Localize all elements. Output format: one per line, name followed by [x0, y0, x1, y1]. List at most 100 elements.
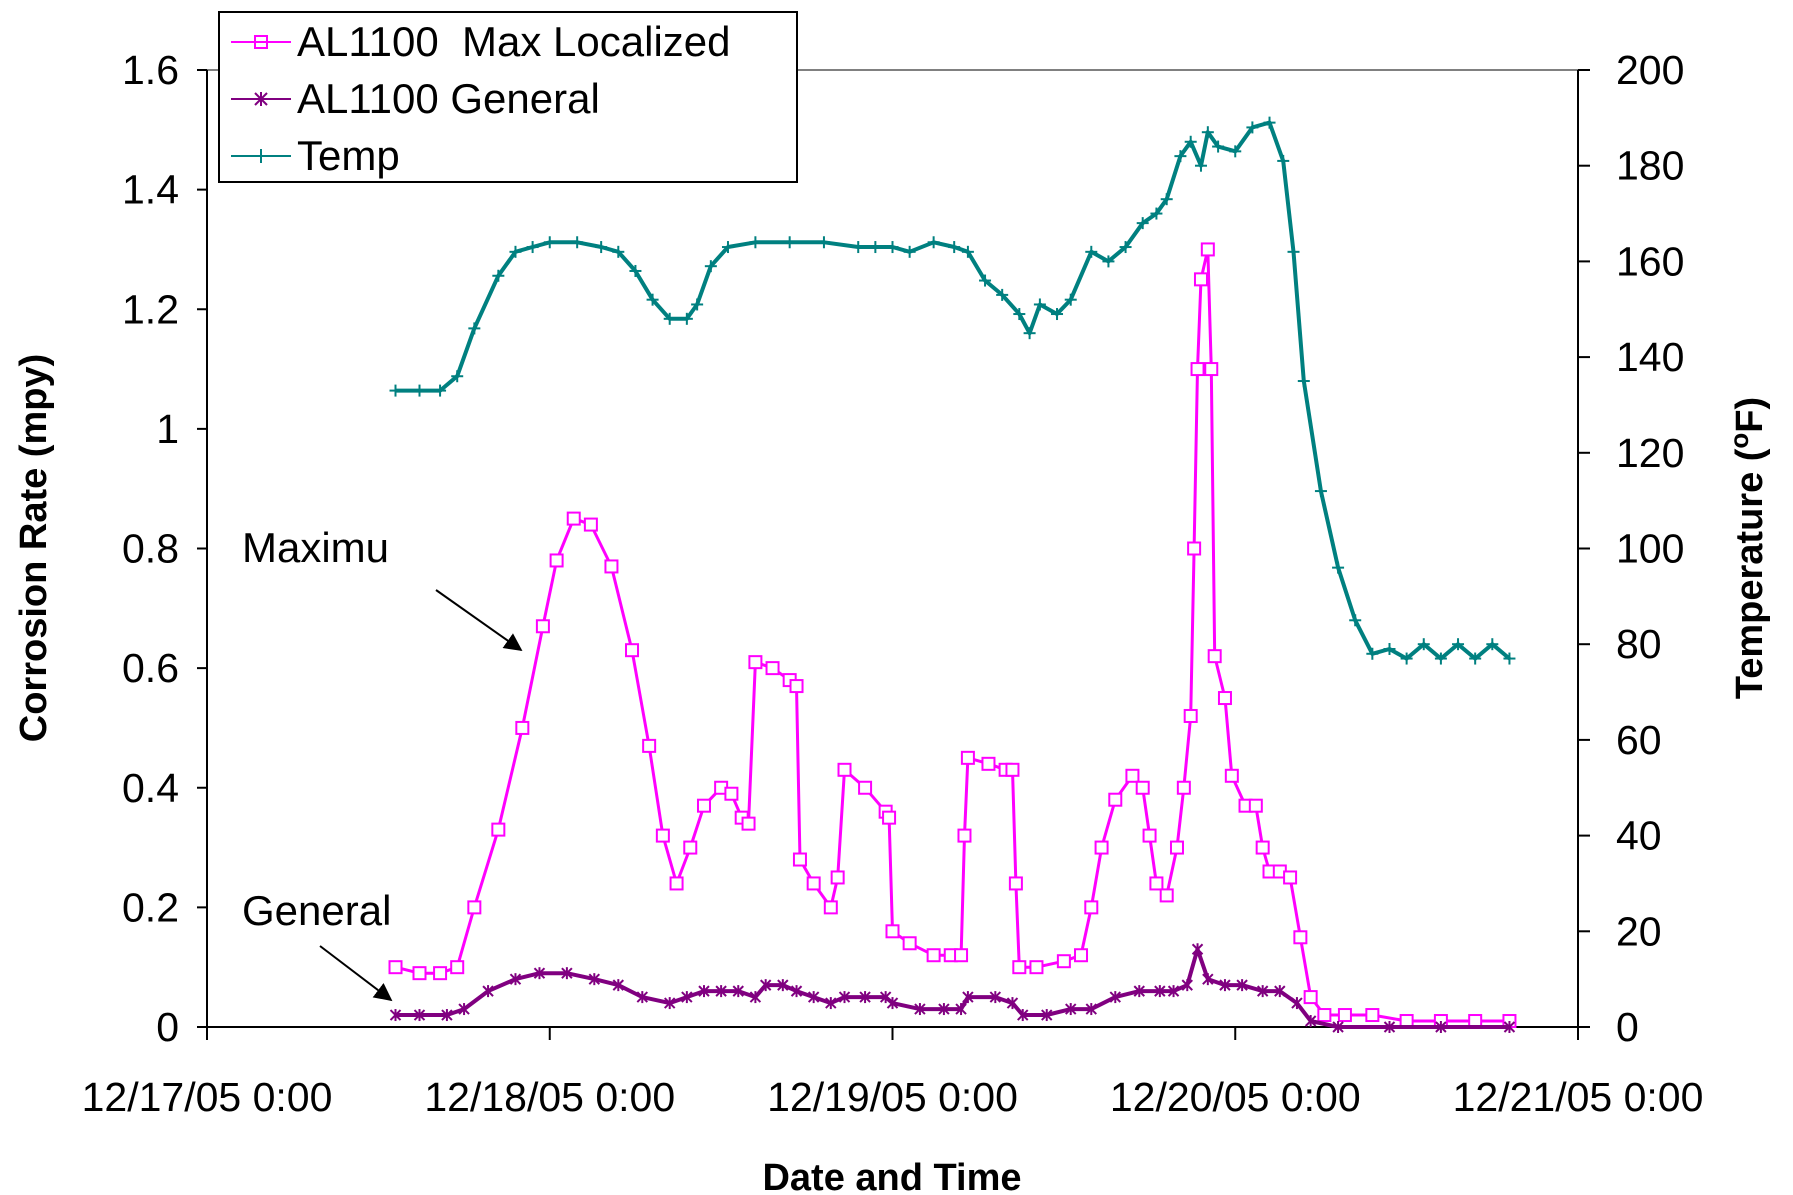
data-point: [732, 985, 744, 998]
data-point: [1108, 792, 1123, 807]
data-point: [583, 517, 598, 532]
data-point: [482, 985, 494, 998]
data-point: [1274, 985, 1286, 998]
data-point: [561, 967, 573, 980]
x-axis-title: Date and Time: [762, 1157, 1021, 1195]
data-point: [759, 979, 772, 992]
data-point: [721, 241, 734, 254]
right-y-tick-label: 0: [1616, 1004, 1639, 1050]
data-point: [1212, 140, 1225, 153]
data-point: [389, 384, 402, 397]
data-point: [433, 966, 448, 981]
data-point: [1452, 638, 1465, 651]
right-y-tick-label: 80: [1616, 621, 1662, 667]
data-point: [1202, 973, 1214, 986]
data-point: [696, 798, 711, 813]
data-point: [1383, 642, 1396, 655]
data-point: [704, 260, 717, 273]
data-point: [1248, 798, 1263, 813]
data-point: [1094, 840, 1109, 855]
data-point: [1109, 991, 1121, 1004]
series-line-temp: [395, 120, 1511, 661]
data-point: [926, 948, 941, 963]
data-point: [655, 828, 670, 843]
legend-item-max-localized: AL1100 Max Localized: [231, 18, 731, 65]
data-point: [837, 762, 852, 777]
data-point: [509, 973, 522, 986]
data-point: [698, 985, 710, 998]
data-point: [669, 876, 684, 891]
data-point: [1184, 135, 1197, 148]
x-tick-label: 12/19/05 0:00: [767, 1074, 1018, 1120]
data-point: [962, 991, 974, 1004]
data-point: [1181, 979, 1193, 992]
annotation-maximum-label: Maximu: [242, 524, 389, 571]
data-point: [642, 738, 657, 753]
series-max-localized: [388, 242, 1517, 1029]
data-point: [691, 298, 704, 311]
data-point: [1469, 652, 1482, 665]
right-y-axis-title-text: Temperature (: [1729, 448, 1771, 699]
right-y-tick-label: 20: [1616, 908, 1662, 954]
data-point: [451, 370, 464, 383]
data-point: [1287, 245, 1300, 258]
data-point: [1056, 954, 1071, 969]
data-point: [566, 511, 581, 526]
data-point: [882, 810, 897, 825]
data-point: [825, 997, 837, 1010]
data-point: [960, 750, 975, 765]
data-point: [450, 960, 465, 975]
left-y-axis-ticks: 0 0.2 0.4 0.6 0.8 1 1.2 1.4 1.6: [122, 47, 207, 1050]
right-y-tick-label: 120: [1616, 430, 1684, 476]
data-point: [388, 960, 403, 975]
data-point: [683, 840, 698, 855]
right-y-tick-label: 180: [1616, 143, 1684, 189]
data-point: [1256, 985, 1269, 998]
data-point: [468, 322, 481, 335]
data-point: [961, 245, 974, 258]
data-point: [467, 900, 482, 915]
data-point: [1029, 960, 1044, 975]
data-point: [749, 991, 762, 1004]
data-point: [1486, 638, 1499, 651]
data-point: [1193, 272, 1208, 287]
data-point: [1434, 652, 1447, 665]
right-y-tick-label: 40: [1616, 813, 1662, 859]
data-point: [509, 245, 522, 258]
data-point: [604, 559, 619, 574]
left-y-tick-label: 1.4: [122, 167, 179, 213]
data-point: [1017, 1009, 1029, 1022]
data-point: [1051, 308, 1064, 321]
data-point: [1224, 768, 1239, 783]
legend-label-temp: Temp: [297, 132, 400, 179]
data-point: [852, 241, 865, 254]
data-point: [790, 985, 803, 998]
right-y-axis-ticks: 0 20 40 60 80 100 120 140 160 180 200: [1578, 47, 1684, 1050]
data-point: [629, 264, 642, 277]
data-point: [1291, 997, 1303, 1010]
x-tick-label: 12/21/05 0:00: [1453, 1074, 1704, 1120]
left-y-axis-title: Corrosion Rate (mpy): [13, 354, 55, 742]
x-tick-label: 12/18/05 0:00: [424, 1074, 675, 1120]
right-y-tick-label: 100: [1616, 526, 1684, 572]
x-tick-label: 12/17/05 0:00: [82, 1074, 333, 1120]
data-point: [859, 991, 871, 1004]
data-point: [1255, 840, 1270, 855]
data-point: [1191, 943, 1204, 956]
legend-marker-temp: [254, 149, 268, 163]
data-point: [765, 661, 780, 676]
data-point: [792, 852, 807, 867]
data-point: [1236, 979, 1248, 992]
data-point: [571, 236, 584, 249]
data-point: [1064, 293, 1077, 306]
data-point: [1102, 255, 1115, 268]
data-point: [914, 1003, 926, 1016]
right-y-tick-label: 60: [1616, 717, 1662, 763]
annotation-general-label: General: [242, 887, 391, 934]
data-point: [636, 991, 648, 1004]
data-point: [1204, 362, 1219, 377]
data-point: [412, 966, 427, 981]
annotation-maximum-arrow: [435, 589, 523, 652]
data-point: [1194, 159, 1207, 172]
data-point: [1503, 652, 1516, 665]
